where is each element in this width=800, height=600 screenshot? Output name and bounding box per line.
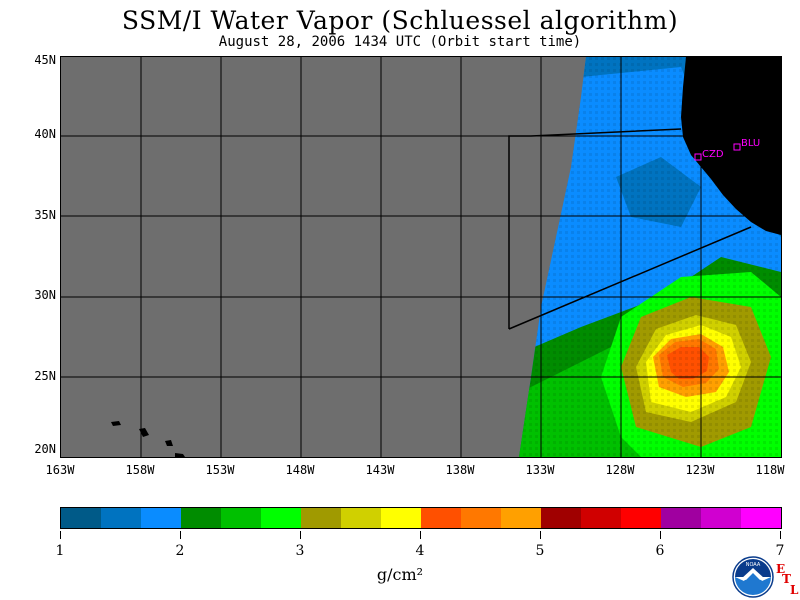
lon-label-148w: 148W xyxy=(285,463,315,477)
lat-label-30n: 30N xyxy=(34,288,56,302)
colorbar-swatch xyxy=(421,508,461,528)
island xyxy=(175,453,185,457)
colorbar-tick xyxy=(540,531,541,539)
colorbar-label: 2 xyxy=(175,543,185,559)
colorbar-swatch xyxy=(541,508,581,528)
colorbar-swatch xyxy=(221,508,261,528)
lon-label-143w: 143W xyxy=(365,463,395,477)
colorbar-swatch xyxy=(341,508,381,528)
colorbar-swatch xyxy=(581,508,621,528)
noaa-logo-text: NOAA xyxy=(746,562,761,568)
colorbar-label: 1 xyxy=(55,543,65,559)
colorbar-tick xyxy=(60,531,61,539)
colorbar-swatch xyxy=(501,508,541,528)
island xyxy=(111,421,121,426)
colorbar-label: 5 xyxy=(535,543,545,559)
domain-outline xyxy=(508,128,752,330)
colorbar-swatch xyxy=(101,508,141,528)
lat-label-45n: 45N xyxy=(34,53,56,67)
lat-label-40n: 40N xyxy=(34,127,56,141)
colorbar-label: 7 xyxy=(775,543,785,559)
lon-label-158w: 158W xyxy=(125,463,155,477)
etl-letter-l: L xyxy=(790,583,799,597)
etl-letter-e: E xyxy=(776,562,786,576)
colorbar-tick xyxy=(660,531,661,539)
lat-label-35n: 35N xyxy=(34,208,56,222)
island xyxy=(165,440,173,446)
station-czd-label: CZD xyxy=(702,149,724,160)
water-vapor-map: CZD BLU xyxy=(60,56,782,458)
lon-label-123w: 123W xyxy=(685,463,715,477)
lon-label-153w: 153W xyxy=(205,463,235,477)
lon-label-138w: 138W xyxy=(445,463,475,477)
lat-label-20n: 20N xyxy=(34,442,56,456)
etl-letter-t: T xyxy=(782,572,791,586)
colorbar xyxy=(60,507,782,529)
colorbar-label: 6 xyxy=(655,543,665,559)
colorbar-swatch xyxy=(661,508,701,528)
colorbar-tick xyxy=(300,531,301,539)
station-blu-label: BLU xyxy=(741,138,760,149)
colorbar-label: 3 xyxy=(295,543,305,559)
colorbar-swatch xyxy=(461,508,501,528)
station-blu-marker xyxy=(733,143,741,151)
colorbar-swatch xyxy=(261,508,301,528)
lon-label-118w: 118W xyxy=(755,463,785,477)
graticule xyxy=(61,57,781,457)
map-title: SSM/I Water Vapor (Schluessel algorithm) xyxy=(121,6,679,35)
colorbar-swatch xyxy=(621,508,661,528)
colorbar-tick xyxy=(180,531,181,539)
noaa-logo: NOAA xyxy=(732,556,774,598)
lon-label-128w: 128W xyxy=(605,463,635,477)
colorbar-swatch xyxy=(181,508,221,528)
colorbar-swatch xyxy=(61,508,101,528)
colorbar-tick xyxy=(780,531,781,539)
colorbar-tick xyxy=(420,531,421,539)
units-label: g/cm² xyxy=(376,565,424,584)
colorbar-swatch xyxy=(741,508,781,528)
colorbar-swatch xyxy=(701,508,741,528)
land-mass xyxy=(681,57,781,235)
lon-label-133w: 133W xyxy=(525,463,555,477)
colorbar-swatch xyxy=(301,508,341,528)
map-canvas: CZD BLU xyxy=(61,57,781,457)
colorbar-swatch xyxy=(381,508,421,528)
colorbar-swatch xyxy=(141,508,181,528)
map-subtitle: August 28, 2006 1434 UTC (Orbit start ti… xyxy=(218,34,582,50)
colorbar-label: 4 xyxy=(415,543,425,559)
lon-label-163w: 163W xyxy=(45,463,75,477)
lat-label-25n: 25N xyxy=(34,369,56,383)
station-czd-marker xyxy=(694,153,702,161)
